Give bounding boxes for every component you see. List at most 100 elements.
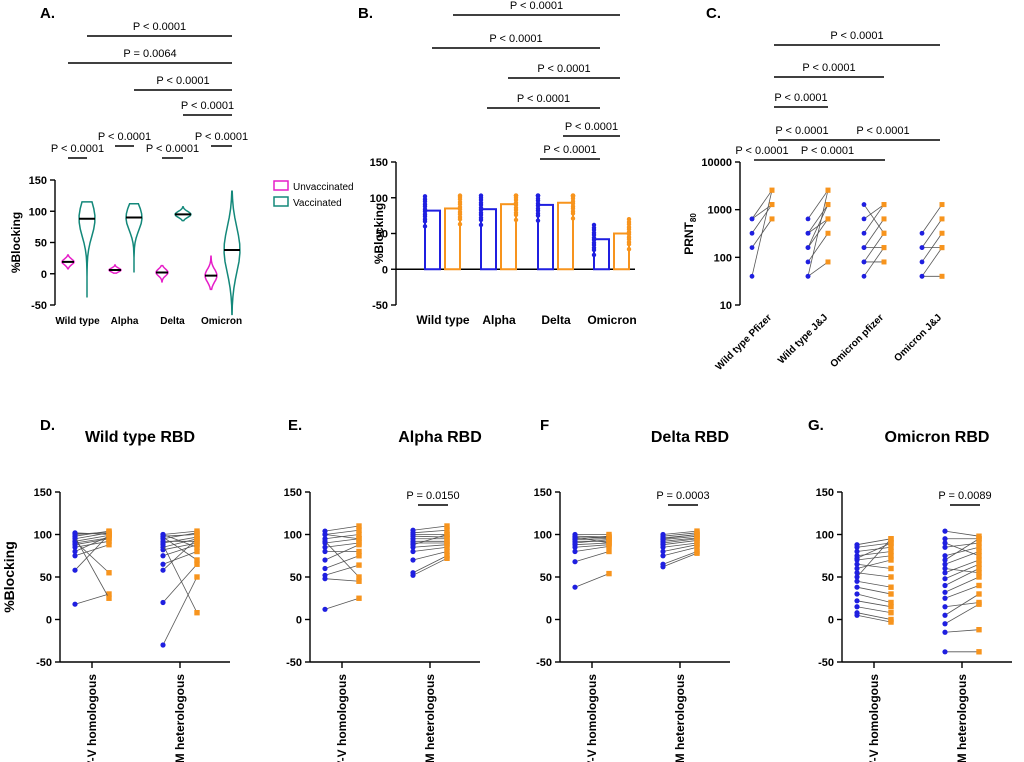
violin (61, 254, 75, 270)
violin (174, 206, 192, 222)
data-point (106, 535, 112, 541)
pair-line (412, 535, 448, 538)
pair-line (662, 538, 698, 544)
pair-line (856, 542, 892, 548)
data-point (591, 225, 597, 230)
data-point (194, 538, 200, 544)
data-point (942, 528, 948, 534)
bar (444, 207, 461, 271)
data-point (939, 245, 945, 251)
data-point (694, 550, 700, 556)
pair-line (324, 525, 360, 532)
data-point (626, 229, 632, 235)
data-point (572, 544, 578, 550)
x-tick-label: V-M heterologous (955, 674, 969, 762)
pair-line (944, 593, 980, 616)
data-point (942, 565, 948, 572)
data-point (942, 629, 948, 635)
p-value-label: P < 0.0001 (181, 100, 234, 112)
pair-line (412, 534, 448, 546)
data-point (942, 621, 948, 627)
data-point (976, 553, 982, 559)
data-point (160, 553, 166, 559)
pair-line (807, 218, 829, 234)
data-point (854, 612, 860, 618)
pair-line (74, 537, 110, 544)
legend-swatch (273, 196, 289, 207)
data-point (942, 557, 948, 563)
pair-line (662, 532, 698, 537)
data-point (942, 536, 948, 542)
data-point (976, 557, 982, 563)
panel-label: E. (288, 417, 302, 434)
pair-line (921, 204, 943, 234)
data-point (861, 273, 867, 279)
pair-line (856, 546, 892, 552)
data-point (513, 195, 519, 200)
panel-label: G. (808, 417, 824, 434)
panel-d: D. Wild type RBD -50 0 50 100 150 %Blocking V-V … (1, 417, 230, 762)
data-point (805, 245, 811, 251)
p-value-label: P < 0.0001 (195, 131, 248, 143)
data-point (888, 584, 894, 590)
y-tick-label: 50 (290, 572, 302, 584)
data-point (72, 531, 78, 537)
data-point (160, 567, 166, 573)
data-point (660, 553, 666, 559)
data-point (854, 578, 860, 584)
data-point (942, 582, 948, 589)
x-tick-label: Wild type J&J (776, 312, 830, 366)
data-point (888, 553, 894, 559)
data-point (478, 210, 484, 215)
data-point (572, 584, 578, 590)
data-point (570, 204, 576, 209)
data-point (535, 206, 541, 211)
data-point (535, 211, 541, 216)
x-tick-label: Delta (541, 313, 571, 327)
pair-line (412, 525, 448, 531)
data-point (570, 216, 576, 221)
data-point (942, 589, 948, 595)
x-tick-label: V-M heterologous (173, 674, 187, 762)
y-tick-label: 150 (284, 487, 302, 499)
panel-a: A. -50 0 50 100 150 %Blocking Wild type Alpha Del… (9, 5, 354, 327)
pair-line (863, 204, 885, 220)
pair-line (856, 551, 892, 557)
panel-label: D. (40, 417, 55, 434)
pair-line (807, 189, 829, 220)
bar (480, 208, 497, 271)
data-point (422, 206, 428, 212)
pair-line (74, 536, 110, 599)
p-value-label: P = 0.0150 (406, 490, 459, 502)
y-tick-label: 0 (41, 269, 47, 281)
panel-title: Wild type RBD (85, 429, 195, 446)
violin (223, 190, 241, 316)
p-value-label: P < 0.0001 (133, 21, 186, 33)
data-point (942, 595, 948, 601)
data-point (854, 561, 860, 567)
pair-line (574, 544, 610, 548)
y-tick-label: 0 (546, 615, 552, 627)
data-point (410, 572, 416, 578)
data-point (444, 548, 450, 555)
data-point (444, 527, 450, 533)
pair-line (574, 573, 610, 588)
panel-g: G. Omicron RBD -50 0 50 100 150 V-V homologous V… (808, 417, 1012, 762)
data-point (444, 555, 450, 561)
y-tick-label: 100 (370, 193, 388, 205)
data-point (356, 531, 362, 538)
data-point (572, 548, 578, 555)
pair-line (412, 529, 448, 534)
x-tick-label: V-M heterologous (423, 674, 437, 762)
panel-title: Delta RBD (651, 429, 729, 446)
data-point (854, 604, 860, 610)
data-point (422, 201, 428, 207)
data-point (606, 570, 612, 577)
p-value-label: P < 0.0001 (543, 144, 596, 156)
data-point (888, 548, 894, 555)
data-point (825, 202, 831, 208)
data-point (478, 222, 484, 228)
data-point (535, 196, 541, 201)
data-point (513, 217, 519, 223)
panel-e: E. Alpha RBD -50 0 50 100 150 V-V homologous V-M… (284, 417, 482, 762)
